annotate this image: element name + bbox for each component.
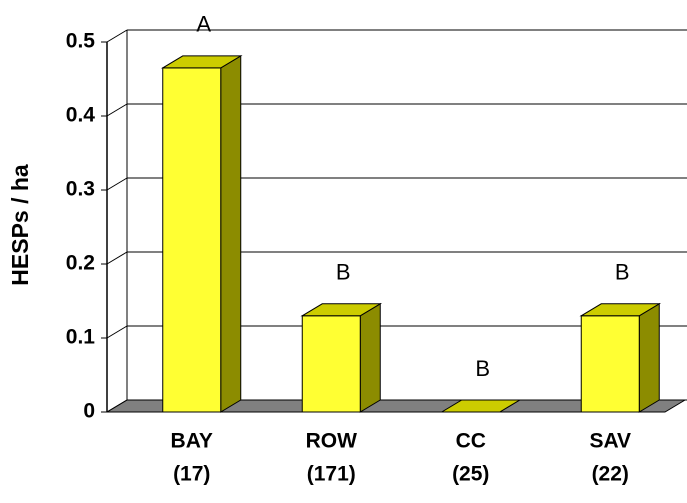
x-tick-label: SAV — [589, 430, 631, 453]
annotation: B — [336, 260, 351, 285]
grid-line — [106, 103, 128, 117]
bar-top — [579, 303, 662, 317]
bar-top — [300, 303, 383, 317]
y-tick-label: 0 — [83, 400, 95, 423]
bar-side — [359, 302, 381, 413]
y-tick-label: 0.5 — [66, 30, 96, 53]
y-axis-label: HESPs / ha — [7, 164, 33, 286]
grid-line — [106, 325, 128, 339]
grid-line — [106, 251, 128, 265]
annotation: B — [475, 356, 490, 381]
grid-line — [106, 399, 128, 413]
bar — [162, 67, 222, 413]
bar — [580, 315, 640, 413]
y-tick-label: 0.3 — [66, 178, 95, 201]
bar-side — [638, 302, 660, 413]
y-tick-label: 0.1 — [66, 326, 96, 349]
bar-side — [220, 55, 242, 413]
annotation: A — [196, 12, 211, 37]
x-tick-label: CC — [456, 430, 486, 453]
bar — [301, 315, 361, 413]
x-tick-sublabel: (25) — [452, 463, 489, 486]
x-tick-label: ROW — [306, 430, 358, 453]
x-tick-label: BAY — [171, 430, 213, 453]
y-tick-label: 0.4 — [66, 104, 96, 127]
annotation: B — [615, 260, 630, 285]
x-tick-sublabel: (17) — [173, 463, 210, 486]
bar-top — [160, 55, 243, 69]
grid-line — [106, 29, 128, 43]
bar-top — [439, 399, 522, 413]
grid-line — [106, 177, 128, 191]
y-tick-label: 0.2 — [66, 252, 95, 275]
x-tick-sublabel: (171) — [307, 463, 356, 486]
x-tick-sublabel: (22) — [592, 463, 629, 486]
